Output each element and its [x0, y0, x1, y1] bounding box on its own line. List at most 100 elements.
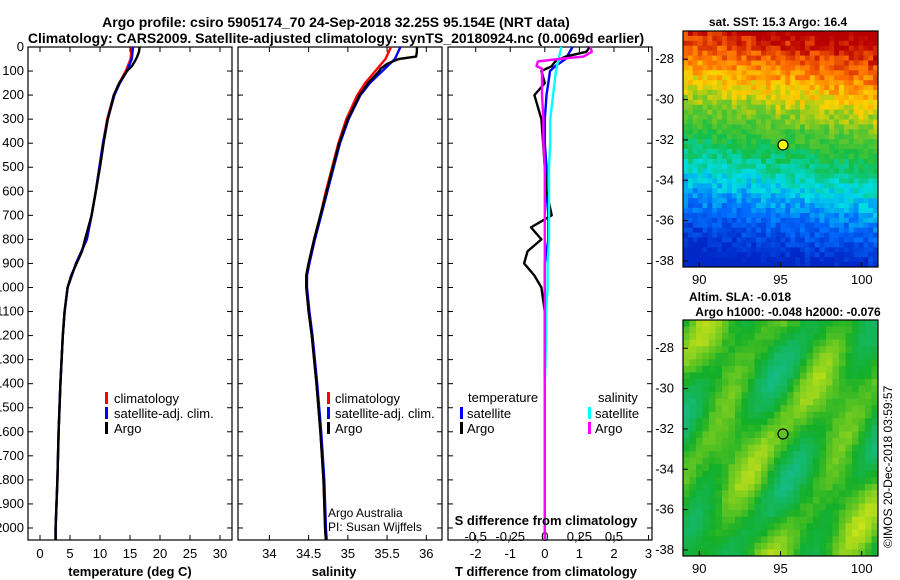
- map-cell: [873, 168, 879, 174]
- map-cell: [868, 104, 874, 111]
- map-cell: [858, 372, 866, 380]
- map-cell: [731, 109, 738, 115]
- map-cell: [848, 99, 855, 106]
- map-cell: [775, 237, 781, 243]
- map-cell: [819, 217, 825, 224]
- map-cell: [858, 536, 866, 544]
- map-cell: [722, 31, 728, 37]
- map-cell: [709, 365, 716, 373]
- map-cell: [717, 134, 723, 140]
- map-cell: [813, 392, 820, 400]
- map-cell: [722, 124, 728, 130]
- map-cell: [839, 50, 845, 56]
- map-cell: [824, 242, 830, 248]
- map-cell: [731, 75, 738, 81]
- map-cell: [814, 45, 820, 52]
- map-cell: [774, 516, 781, 524]
- map-cell: [717, 178, 723, 184]
- map-cell: [845, 333, 853, 341]
- map-cell: [873, 222, 879, 229]
- map-cell: [839, 320, 846, 327]
- map-cell: [741, 134, 747, 140]
- map-cell: [804, 104, 811, 111]
- map-cell: [824, 247, 830, 253]
- map-cell: [746, 149, 752, 155]
- salinity-line-argo: [305, 47, 419, 541]
- map-cell: [800, 222, 806, 229]
- map-cell: [839, 529, 846, 537]
- map-cell: [795, 109, 801, 115]
- map-cell: [717, 247, 723, 253]
- map-cell: [756, 158, 762, 165]
- map-cell: [692, 217, 699, 224]
- map-cell: [795, 237, 801, 243]
- map-cell: [839, 326, 846, 334]
- map-cell: [785, 35, 791, 42]
- map-cell: [687, 35, 694, 42]
- map-cell: [863, 80, 869, 86]
- map-cell: [702, 178, 708, 184]
- map-cell: [687, 173, 694, 179]
- map-cell: [790, 45, 796, 52]
- map-cell: [746, 232, 752, 238]
- map-cell: [726, 178, 733, 184]
- map-cell: [858, 193, 864, 199]
- map-cell: [761, 431, 768, 439]
- map-cell: [717, 252, 723, 258]
- map-cell: [770, 80, 777, 86]
- map-cell: [787, 320, 794, 327]
- map-cell: [809, 237, 816, 243]
- map-cell: [863, 70, 869, 76]
- map-cell: [722, 257, 728, 263]
- map-cell: [819, 411, 827, 419]
- map-cell: [806, 470, 814, 478]
- map-cell: [865, 483, 872, 491]
- map-cell: [780, 158, 786, 165]
- map-cell: [858, 477, 866, 485]
- map-cell: [813, 333, 820, 341]
- map-cell: [761, 333, 768, 341]
- map-cell: [843, 85, 850, 91]
- map-cell: [697, 75, 703, 81]
- map-cell: [761, 227, 767, 233]
- map-cell: [848, 203, 855, 209]
- map-cell: [813, 405, 820, 413]
- map-cell: [780, 242, 786, 248]
- map-cell: [728, 516, 736, 524]
- map-cell: [707, 198, 713, 204]
- map-cell: [843, 168, 850, 174]
- map-cell: [728, 457, 736, 465]
- map-cell: [800, 55, 806, 61]
- map-cell: [717, 50, 723, 56]
- map-cell: [756, 212, 762, 219]
- map-cell: [687, 55, 694, 61]
- map-cell: [761, 483, 768, 491]
- map-cell: [761, 198, 767, 204]
- map-cell: [824, 149, 830, 155]
- map-cell: [683, 80, 689, 86]
- map-cell: [790, 60, 796, 66]
- map-cell: [770, 50, 777, 56]
- map-cell: [795, 208, 801, 214]
- map-cell: [697, 109, 703, 115]
- map-cell: [858, 134, 864, 140]
- map-cell: [726, 85, 733, 91]
- map-cell: [800, 320, 807, 327]
- map-cell: [785, 158, 791, 165]
- map-cell: [741, 320, 749, 327]
- map-cell: [731, 55, 738, 61]
- map-cell: [858, 35, 864, 42]
- map-cell: [863, 242, 869, 248]
- map-cell: [813, 379, 820, 386]
- map-cell: [736, 65, 742, 71]
- map-cell: [692, 232, 699, 238]
- map-cell: [741, 438, 749, 445]
- map-cell: [697, 227, 703, 233]
- legend-title-temperature: temperature: [468, 390, 538, 405]
- map-cell: [790, 134, 796, 140]
- map-cell: [697, 232, 703, 238]
- map-cell: [722, 359, 729, 367]
- map-cell: [852, 352, 859, 360]
- map-cell: [780, 262, 786, 268]
- map-cell: [813, 365, 820, 373]
